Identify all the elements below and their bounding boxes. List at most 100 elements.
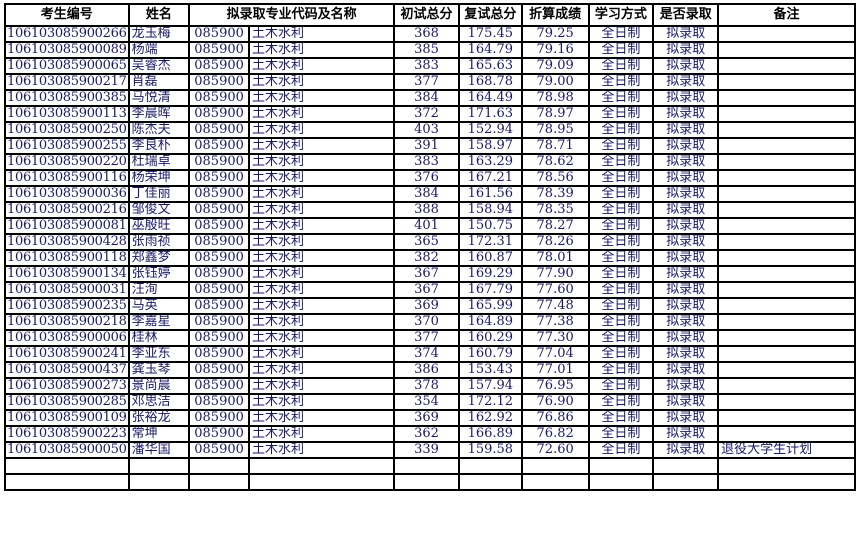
cell-major-name: 土木水利 xyxy=(248,233,396,251)
cell-major-name: 土木水利 xyxy=(248,121,396,139)
table-row: 106103085900036 丁佳丽 085900 土木水利 384 161.56 78.… xyxy=(4,185,856,203)
cell-retest-score: 162.92 xyxy=(457,409,523,427)
table-row: 106103085900235 马英 085900 土木水利 369 165.99 77.4… xyxy=(4,297,856,315)
cell-study-mode: 全日制 xyxy=(587,409,655,427)
cell-major-code: 085900 xyxy=(188,409,251,427)
table-row: 106103085900223 常坤 085900 土木水利 362 166.89 76.8… xyxy=(4,425,856,443)
cell-exam-id: 106103085900116 xyxy=(4,169,130,187)
cell-initial-score: 403 xyxy=(393,121,460,139)
cell-initial-score: 384 xyxy=(393,185,460,203)
cell-initial-score: 382 xyxy=(393,249,460,267)
cell-name: 邓思洁 xyxy=(127,393,191,411)
cell-exam-id: 106103085900437 xyxy=(4,361,130,379)
cell-study-mode: 全日制 xyxy=(587,105,655,123)
cell-retest-score: 163.29 xyxy=(457,153,523,171)
table-row xyxy=(4,457,856,475)
cell-study-mode: 全日制 xyxy=(587,329,655,347)
cell-study-mode: 全日制 xyxy=(587,169,655,187)
header-remarks: 备注 xyxy=(717,3,856,27)
cell-admitted: 拟录取 xyxy=(652,249,720,267)
cell-exam-id: 106103085900285 xyxy=(4,393,130,411)
cell-name: 李嘉星 xyxy=(127,313,191,331)
cell-retest-score: 172.31 xyxy=(457,233,523,251)
cell-initial-score: 354 xyxy=(393,393,460,411)
cell-major-code: 085900 xyxy=(188,297,251,315)
cell-initial-score: 377 xyxy=(393,329,460,347)
table-row: 106103085900250 陈杰夫 085900 土木水利 403 152.94 78.… xyxy=(4,121,856,139)
cell-retest-score: 158.94 xyxy=(457,201,523,219)
table-row: 106103085900116 杨荣坤 085900 土木水利 376 167.21 78.… xyxy=(4,169,856,187)
cell-major-name: 土木水利 xyxy=(248,153,396,171)
cell-remarks xyxy=(717,73,856,91)
cell-admitted: 拟录取 xyxy=(652,345,720,363)
cell-retest-score: 164.79 xyxy=(457,41,523,59)
cell-name: 潘华国 xyxy=(127,441,191,459)
cell-exam-id: 106103085900235 xyxy=(4,297,130,315)
cell-study-mode: 全日制 xyxy=(587,297,655,315)
cell-study-mode: 全日制 xyxy=(587,345,655,363)
cell-major-code: 085900 xyxy=(188,377,251,395)
cell-name: 邹俊文 xyxy=(127,201,191,219)
cell-final-score: 77.60 xyxy=(520,281,590,299)
cell-initial-score: 368 xyxy=(393,25,460,43)
cell-remarks xyxy=(717,329,856,347)
table-row: 106103085900050 潘华国 085900 土木水利 339 159.58 72.… xyxy=(4,441,856,459)
cell-initial-score: 391 xyxy=(393,137,460,155)
cell-name: 张裕龙 xyxy=(127,409,191,427)
cell-study-mode: 全日制 xyxy=(587,233,655,251)
cell-remarks xyxy=(717,137,856,155)
cell-exam-id: 106103085900050 xyxy=(4,441,130,459)
table-row: 106103085900266 龙玉梅 085900 土木水利 368 175.45 79.… xyxy=(4,25,856,43)
cell-study-mode: 全日制 xyxy=(587,393,655,411)
cell-exam-id: 106103085900081 xyxy=(4,217,130,235)
cell-study-mode: 全日制 xyxy=(587,41,655,59)
cell-exam-id: 106103085900218 xyxy=(4,313,130,331)
cell-study-mode: 全日制 xyxy=(587,217,655,235)
cell-major-name: 土木水利 xyxy=(248,313,396,331)
cell-retest-score: 164.49 xyxy=(457,89,523,107)
cell-final-score xyxy=(520,457,590,475)
cell-exam-id: 106103085900273 xyxy=(4,377,130,395)
cell-exam-id: 106103085900109 xyxy=(4,409,130,427)
cell-retest-score: 167.79 xyxy=(457,281,523,299)
cell-study-mode: 全日制 xyxy=(587,281,655,299)
cell-major-name xyxy=(248,473,396,491)
cell-admitted: 拟录取 xyxy=(652,57,720,75)
cell-name: 桂林 xyxy=(127,329,191,347)
cell-retest-score: 166.89 xyxy=(457,425,523,443)
cell-admitted: 拟录取 xyxy=(652,217,720,235)
table-row: 106103085900428 张雨祯 085900 土木水利 365 172.31 78.… xyxy=(4,233,856,251)
cell-admitted: 拟录取 xyxy=(652,25,720,43)
cell-remarks xyxy=(717,313,856,331)
cell-name: 李晨晖 xyxy=(127,105,191,123)
cell-major-code: 085900 xyxy=(188,105,251,123)
cell-name: 吴睿杰 xyxy=(127,57,191,75)
cell-major-name: 土木水利 xyxy=(248,185,396,203)
cell-remarks xyxy=(717,41,856,59)
cell-name: 龙玉梅 xyxy=(127,25,191,43)
cell-remarks xyxy=(717,105,856,123)
cell-major-code: 085900 xyxy=(188,233,251,251)
cell-initial-score: 374 xyxy=(393,345,460,363)
cell-study-mode: 全日制 xyxy=(587,121,655,139)
cell-initial-score: 388 xyxy=(393,201,460,219)
cell-initial-score: 365 xyxy=(393,233,460,251)
cell-exam-id: 106103085900428 xyxy=(4,233,130,251)
cell-name: 马悦清 xyxy=(127,89,191,107)
cell-major-name: 土木水利 xyxy=(248,345,396,363)
cell-final-score: 79.09 xyxy=(520,57,590,75)
cell-exam-id: 106103085900118 xyxy=(4,249,130,267)
cell-remarks xyxy=(717,425,856,443)
table-row: 106103085900385 马悦清 085900 土木水利 384 164.49 78.… xyxy=(4,89,856,107)
table-row: 106103085900273 景尚晨 085900 土木水利 378 157.94 76.… xyxy=(4,377,856,395)
cell-major-name: 土木水利 xyxy=(248,201,396,219)
cell-major-code: 085900 xyxy=(188,185,251,203)
cell-major-name: 土木水利 xyxy=(248,41,396,59)
cell-retest-score: 169.29 xyxy=(457,265,523,283)
cell-final-score: 78.01 xyxy=(520,249,590,267)
cell-remarks xyxy=(717,345,856,363)
cell-final-score: 77.48 xyxy=(520,297,590,315)
cell-major-code: 085900 xyxy=(188,73,251,91)
cell-exam-id: 106103085900250 xyxy=(4,121,130,139)
table-row: 106103085900218 李嘉星 085900 土木水利 370 164.89 77.… xyxy=(4,313,856,331)
